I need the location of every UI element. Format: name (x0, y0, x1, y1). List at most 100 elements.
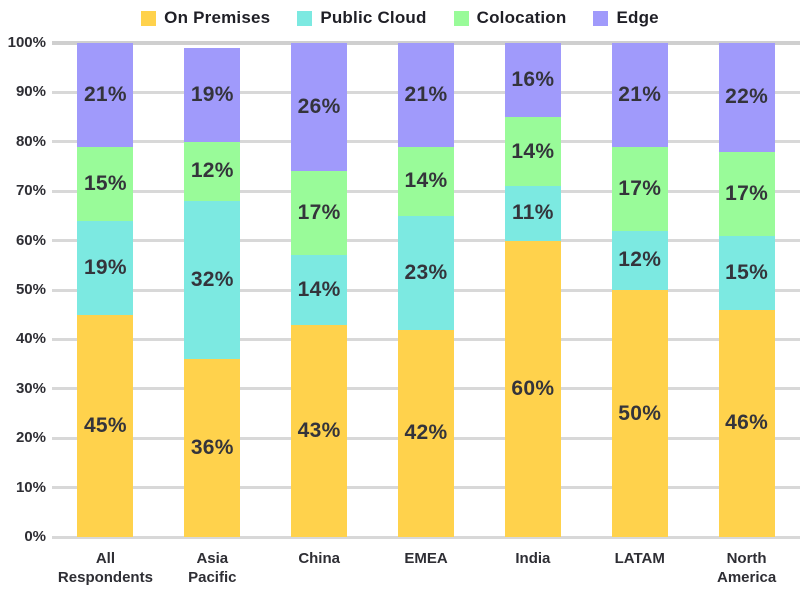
bar-segment-edge: 19% (184, 47, 241, 142)
bar-segment-on-premises: 50% (611, 290, 668, 537)
bar-segment-value-label: 17% (297, 201, 341, 225)
y-axis: 0% 10% 20% 30% 40% 50% 60% 70% 80% 90% 100% (0, 34, 46, 545)
legend-label: On Premises (164, 8, 271, 27)
bar-segment-value-label: 19% (83, 255, 127, 279)
bar-segment-colocation: 17% (291, 171, 348, 256)
bar-latam: 21% 17% 12% 50% (611, 43, 668, 537)
bar-segment-value-label: 36% (190, 436, 234, 460)
plot-area: 21% 15% 19% 45% 19% 12% 32% 36% 26% 17% 14% 43% 21% 1… (52, 40, 800, 539)
bar-segment-edge: 21% (611, 43, 668, 147)
bar-north-america: 22% 17% 15% 46% (718, 43, 775, 537)
bar-segment-public-cloud: 15% (718, 235, 775, 310)
bar-segment-value-label: 12% (190, 159, 234, 183)
legend-swatch-on-premises (141, 10, 157, 26)
bar-segment-value-label: 50% (618, 401, 662, 425)
bar-segment-edge: 16% (504, 43, 561, 118)
y-tick-label-90: 90% (15, 83, 46, 101)
bar-segment-on-premises: 60% (504, 240, 561, 537)
x-tick-label-china: China (298, 550, 340, 567)
x-tick-label-asia-pacific: Asia Pacific (188, 550, 237, 586)
bar-segment-colocation: 12% (184, 141, 241, 202)
bar-segment-colocation: 14% (398, 146, 454, 216)
bar-china: 26% 17% 14% 43% (291, 43, 348, 537)
bar-segment-value-label: 21% (404, 82, 448, 106)
bar-segment-value-label: 14% (297, 278, 341, 302)
bar-segment-value-label: 45% (83, 413, 127, 437)
bar-segment-colocation: 17% (611, 146, 668, 231)
legend-swatch-colocation (453, 10, 469, 26)
bar-column-north-america: 22% 17% 15% 46% (693, 43, 800, 537)
bar-column-asia-pacific: 19% 12% 32% 36% (159, 43, 266, 537)
bar-segment-value-label: 19% (190, 82, 234, 106)
bar-segment-public-cloud: 12% (611, 230, 668, 290)
bar-segment-on-premises: 45% (77, 314, 134, 537)
y-tick-label-60: 60% (15, 231, 46, 249)
bar-column-all-respondents: 21% 15% 19% 45% (52, 43, 159, 537)
bar-segment-on-premises: 43% (291, 324, 348, 537)
bar-segment-colocation: 17% (718, 151, 775, 236)
bar-asia-pacific: 19% 12% 32% 36% (184, 47, 241, 537)
bar-segment-public-cloud: 19% (77, 220, 134, 315)
x-tick-label-emea: EMEA (404, 550, 448, 567)
bar-segment-value-label: 42% (404, 421, 448, 445)
bar-segment-value-label: 16% (511, 68, 555, 92)
bar-india: 16% 14% 11% 60% (504, 43, 561, 537)
y-tick-label-40: 40% (15, 330, 46, 348)
bar-segment-value-label: 11% (511, 201, 554, 225)
legend-label: Edge (616, 8, 659, 27)
legend-label: Public Cloud (320, 8, 427, 27)
bar-segment-colocation: 14% (504, 117, 561, 187)
bar-emea: 21% 14% 23% 42% (398, 43, 454, 537)
bar-segment-value-label: 17% (618, 176, 662, 200)
y-tick-label-30: 30% (15, 379, 46, 397)
bar-segment-value-label: 43% (297, 418, 341, 442)
bar-segment-value-label: 21% (618, 82, 662, 106)
bar-segment-public-cloud: 11% (504, 186, 561, 241)
bar-segment-value-label: 14% (404, 169, 448, 193)
legend-swatch-public-cloud (297, 10, 313, 26)
x-axis: All Respondents Asia Pacific China EMEA Indi… (52, 549, 800, 587)
bar-segment-edge: 26% (291, 43, 348, 172)
y-tick-label-10: 10% (15, 478, 46, 496)
legend-swatch-edge (593, 10, 609, 26)
bar-column-india: 16% 14% 11% 60% (479, 43, 586, 537)
y-tick-label-100: 100% (7, 34, 46, 51)
x-tick-label-all-respondents: All Respondents (57, 550, 153, 586)
y-tick-label-70: 70% (15, 182, 46, 200)
gridline-0 (52, 535, 800, 539)
bar-column-china: 26% 17% 14% 43% (266, 43, 373, 537)
bar-segment-value-label: 14% (511, 139, 555, 163)
bar-segment-value-label: 12% (618, 248, 662, 272)
bar-segment-public-cloud: 14% (291, 255, 348, 325)
y-tick-label-0: 0% (24, 528, 46, 545)
bar-segment-value-label: 15% (725, 260, 769, 284)
bar-segment-edge: 22% (718, 43, 775, 152)
gridline-100 (52, 40, 800, 45)
legend-item-colocation: Colocation (453, 8, 567, 28)
x-tick-label-india: India (515, 550, 551, 567)
bar-segment-edge: 21% (77, 43, 134, 147)
y-tick-label-50: 50% (15, 281, 46, 298)
legend: On Premises Public Cloud Colocation Edge (0, 8, 800, 28)
bar-segment-on-premises: 36% (184, 359, 241, 537)
x-tick-label-latam: LATAM (614, 550, 665, 567)
bar-segment-value-label: 60% (511, 376, 555, 400)
legend-item-edge: Edge (593, 8, 659, 28)
bar-segment-value-label: 23% (404, 260, 448, 284)
x-tick-label-north-america: North America (716, 550, 777, 586)
bar-segment-colocation: 15% (77, 146, 134, 221)
bar-segment-value-label: 22% (725, 85, 769, 109)
bar-all-respondents: 21% 15% 19% 45% (77, 43, 134, 537)
legend-item-public-cloud: Public Cloud (297, 8, 426, 28)
bar-segment-value-label: 21% (83, 82, 127, 106)
bar-column-latam: 21% 17% 12% 50% (586, 43, 693, 537)
bar-segment-edge: 21% (398, 43, 454, 147)
bars: 21% 15% 19% 45% 19% 12% 32% 36% 26% 17% 14% 43% 21% 1… (52, 43, 800, 537)
bar-segment-public-cloud: 23% (398, 215, 454, 330)
bar-segment-public-cloud: 32% (184, 201, 241, 360)
y-tick-label-20: 20% (15, 429, 46, 447)
bar-segment-value-label: 46% (725, 411, 769, 435)
bar-segment-value-label: 17% (725, 181, 769, 205)
legend-item-on-premises: On Premises (141, 8, 270, 28)
